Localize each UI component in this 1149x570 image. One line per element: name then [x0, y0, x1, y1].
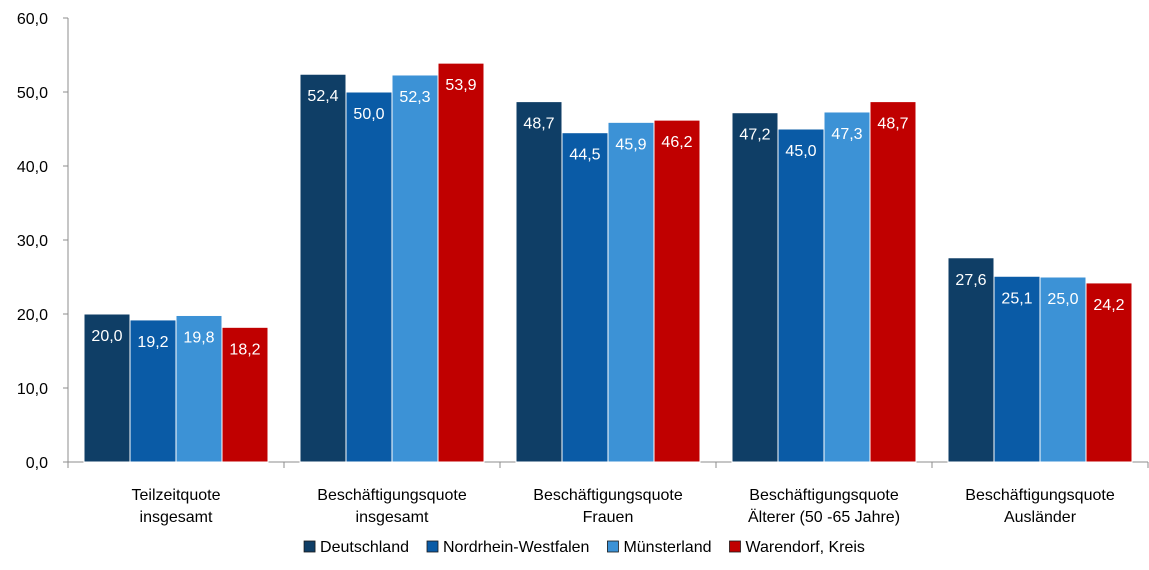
x-tick-label: Beschäftigungsquote Ausländer — [965, 487, 1115, 526]
bar — [299, 73, 347, 463]
axes-layer: 0,0 10,0 20,0 30,0 40,0 50,0 60,0 Teilzeitquote… — [17, 11, 1149, 526]
x-tick-label-line: Teilzeitquote — [132, 487, 221, 504]
data-label: 45,0 — [785, 143, 816, 160]
legend-item: Nordrhein-Westfalen — [426, 539, 589, 556]
bar — [175, 314, 223, 463]
data-label: 27,6 — [955, 272, 986, 289]
bar — [515, 101, 563, 463]
x-tick-label-line: Beschäftigungsquote — [533, 487, 683, 504]
bars-layer — [83, 62, 1133, 463]
x-tick-label-line: Beschäftigungsquote — [749, 487, 899, 504]
legend: Deutschland Nordrhein-Westfalen Münsterlan… — [303, 539, 865, 556]
data-label: 24,2 — [1093, 297, 1124, 314]
data-label: 52,3 — [399, 89, 430, 106]
data-label: 53,9 — [445, 77, 476, 94]
legend-swatch — [303, 540, 316, 553]
y-tick-label: 0,0 — [26, 455, 48, 472]
legend-label: Nordrhein-Westfalen — [443, 539, 589, 556]
y-tick-label: 20,0 — [17, 307, 48, 324]
bar — [607, 121, 655, 463]
legend-swatch — [607, 540, 619, 553]
data-label: 18,2 — [229, 341, 260, 358]
data-label: 47,2 — [739, 127, 770, 144]
x-tick-label-line: Ausländer — [1004, 509, 1077, 526]
data-label: 20,0 — [91, 328, 122, 345]
x-tick-label-line: insgesamt — [356, 509, 429, 526]
bar — [823, 111, 871, 463]
bar — [391, 74, 439, 463]
bar — [777, 128, 825, 463]
y-tick-label: 50,0 — [17, 85, 48, 102]
bar — [345, 91, 393, 463]
x-tick-label: Beschäftigungsquote Älterer (50 -65 Jahre… — [748, 487, 900, 526]
bar — [731, 112, 779, 463]
legend-swatch — [729, 540, 741, 553]
legend-item: Deutschland — [303, 539, 409, 556]
bar — [653, 119, 701, 463]
legend-item: Münsterland — [607, 539, 711, 556]
data-label: 25,0 — [1047, 291, 1078, 308]
bar — [993, 275, 1041, 463]
data-label: 19,8 — [183, 329, 214, 346]
data-label: 25,1 — [1001, 290, 1032, 307]
x-tick-label-line: Älterer (50 -65 Jahre) — [748, 508, 900, 526]
data-label: 52,4 — [307, 88, 338, 105]
legend-label: Deutschland — [320, 539, 409, 556]
data-label: 19,2 — [137, 334, 168, 351]
bar — [561, 132, 609, 463]
data-label: 45,9 — [615, 136, 646, 153]
data-label: 47,3 — [831, 126, 862, 143]
bar — [1039, 276, 1087, 463]
bar — [437, 62, 485, 463]
x-tick-label-line: Beschäftigungsquote — [965, 487, 1115, 504]
x-tick-label-line: Beschäftigungsquote — [317, 487, 467, 504]
bar — [1085, 282, 1133, 463]
legend-label: Münsterland — [623, 539, 711, 556]
data-label: 44,5 — [569, 147, 600, 164]
x-tick-label: Beschäftigungsquote Frauen — [533, 487, 683, 526]
x-tick-label-line: Frauen — [583, 509, 634, 526]
data-label: 48,7 — [877, 116, 908, 133]
legend-label: Warendorf, Kreis — [745, 539, 864, 556]
legend-item: Warendorf, Kreis — [729, 539, 865, 556]
y-tick-label: 10,0 — [17, 381, 48, 398]
x-tick-label: Beschäftigungsquote insgesamt — [317, 487, 467, 526]
data-label: 46,2 — [661, 134, 692, 151]
bar — [869, 101, 917, 463]
bar — [129, 319, 177, 463]
y-tick-label: 60,0 — [17, 11, 48, 28]
x-tick-label: Teilzeitquote insgesamt — [132, 487, 221, 526]
data-label: 48,7 — [523, 116, 554, 133]
data-labels-layer: 20,0 19,2 19,8 18,2 52,4 50,0 52,3 53,9 48,7 44,5… — [91, 77, 1124, 358]
legend-swatch — [426, 540, 439, 553]
x-tick-label-line: insgesamt — [140, 509, 213, 526]
y-tick-label: 40,0 — [17, 159, 48, 176]
bar — [221, 326, 269, 463]
data-label: 50,0 — [353, 106, 384, 123]
y-tick-label: 30,0 — [17, 233, 48, 250]
